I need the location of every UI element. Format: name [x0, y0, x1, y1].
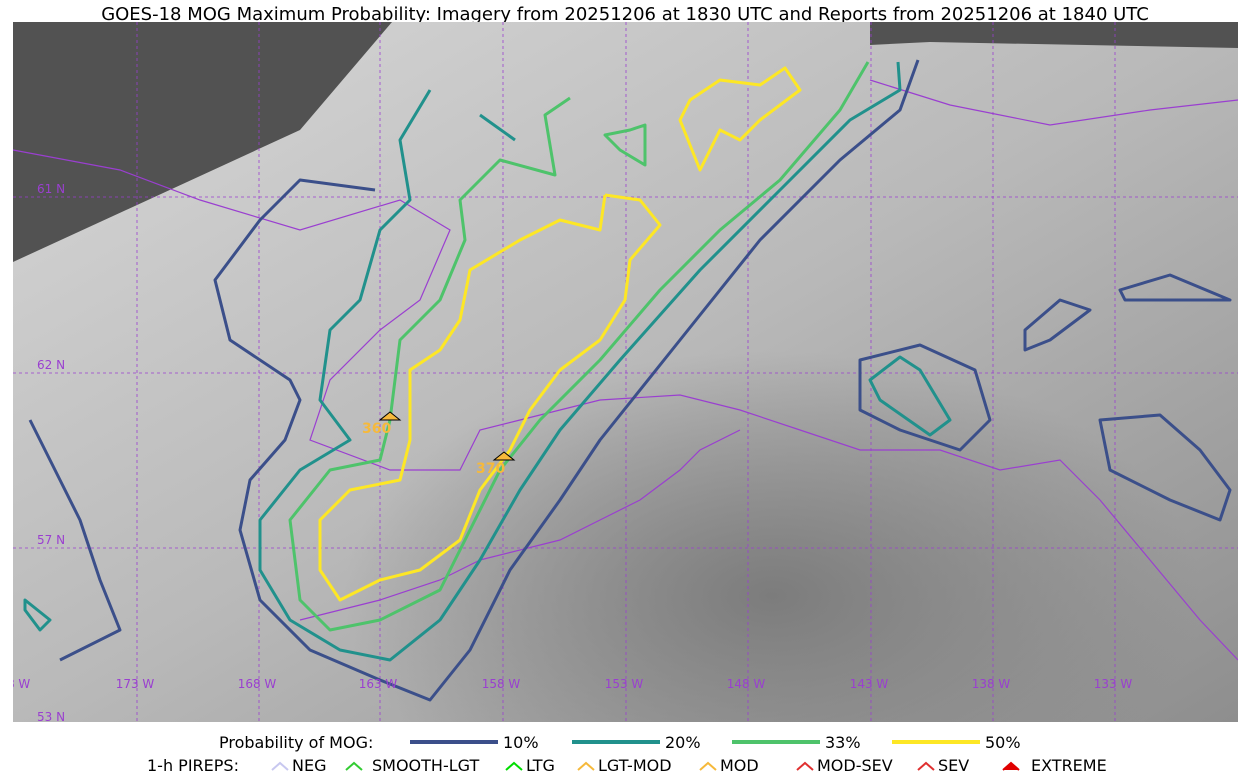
legend-marker: [271, 761, 289, 771]
legend-label: LGT-MOD: [598, 756, 672, 775]
legend-marker: [796, 761, 814, 771]
coastline: [869, 79, 1238, 126]
contour-10: [213, 59, 920, 702]
lat-label: 53 N: [37, 710, 65, 724]
contour-10: [1118, 273, 1232, 302]
contour-10: [1098, 413, 1232, 522]
legend-title: 1-h PIREPS:: [147, 756, 239, 775]
contour-20: [868, 355, 952, 437]
contour-10: [1023, 298, 1092, 352]
legend-label: NEG: [292, 756, 326, 775]
contour-10: [28, 419, 122, 662]
lon-label: 158 W: [482, 677, 521, 691]
lat-label: 62 N: [37, 358, 65, 372]
report-label: 370: [476, 461, 505, 477]
coastline: [299, 559, 481, 621]
lon-label: 168 W: [238, 677, 277, 691]
legend-label: MOD: [720, 756, 759, 775]
contour-50: [678, 66, 802, 172]
pirep-lgt-mod: [378, 411, 516, 461]
lat-label: 61 N: [37, 182, 65, 196]
legend-marker: [577, 761, 595, 771]
contour-20: [479, 113, 516, 142]
contour-10: [858, 343, 992, 452]
lat-label: 57 N: [37, 533, 65, 547]
legend-label: SEV: [938, 756, 969, 775]
contour-20: [23, 598, 52, 632]
lon-label: 138 W: [972, 677, 1011, 691]
legend-marker: [1002, 761, 1020, 771]
no-data-region: [870, 22, 1238, 48]
lon-label: 148 W: [727, 677, 766, 691]
legend-marker: [345, 761, 363, 771]
legend-marker: [505, 761, 523, 771]
contour-33: [603, 123, 647, 167]
lon-label: 178 W: [0, 677, 30, 691]
coastline: [13, 149, 1238, 661]
legend-label: 10%: [503, 733, 539, 752]
lon-label: 173 W: [116, 677, 155, 691]
lon-label: 153 W: [605, 677, 644, 691]
legend-title: Probability of MOG:: [219, 733, 373, 752]
legend-label: MOD-SEV: [817, 756, 893, 775]
contour-50: [318, 193, 662, 602]
legend-label: LTG: [526, 756, 555, 775]
legend: Probability of MOG: 10% 20% 33% 50% 1-h PIREP…: [147, 733, 1107, 775]
legend-marker: [699, 761, 717, 771]
contour-33: [288, 61, 870, 632]
coastline: [479, 429, 741, 561]
legend-label: 20%: [665, 733, 701, 752]
lon-label: 163 W: [359, 677, 398, 691]
legend-marker: [917, 761, 935, 771]
legend-label: EXTREME: [1031, 756, 1107, 775]
no-data-region: [13, 22, 392, 262]
contour-20: [258, 61, 902, 662]
lon-label: 143 W: [850, 677, 889, 691]
legend-label: SMOOTH-LGT: [372, 756, 479, 775]
legend-label: 33%: [825, 733, 861, 752]
report-label: 360: [362, 421, 391, 437]
lon-label: 133 W: [1094, 677, 1133, 691]
map: 360 370 178 W 173 W 168 W 163 W 158 W 153 W 14…: [0, 22, 1238, 724]
legend-label: 50%: [985, 733, 1021, 752]
title: GOES-18 MOG Maximum Probability: Imagery…: [101, 4, 1149, 25]
